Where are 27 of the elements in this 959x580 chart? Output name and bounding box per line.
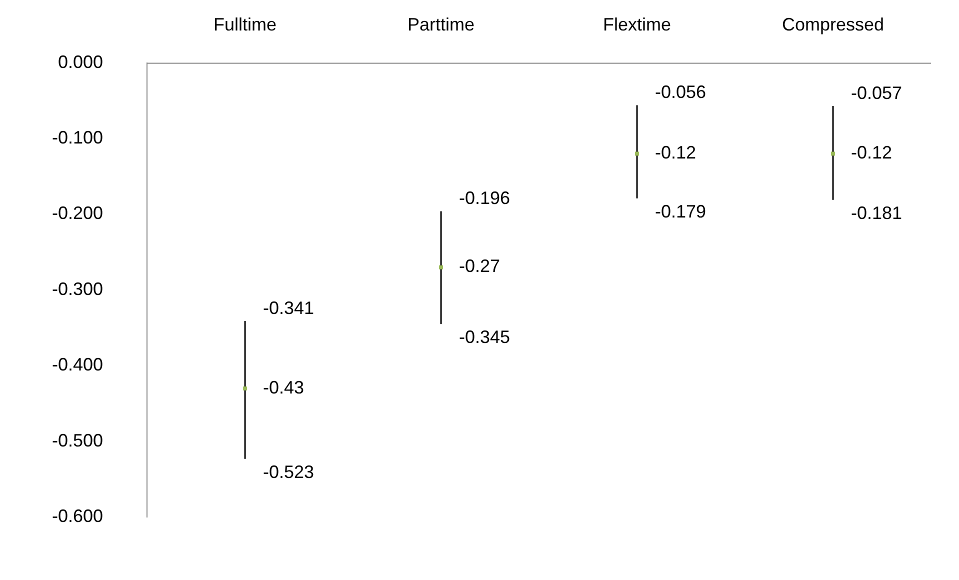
- y-tick-label: -0.500: [52, 430, 104, 450]
- annotation: -0.196: [459, 188, 510, 208]
- y-tick-label: 0.000: [58, 52, 104, 72]
- data-label: -0.27: [459, 256, 500, 276]
- data-label: -0.12: [851, 142, 892, 163]
- point: [243, 386, 247, 390]
- x-tick-label: Flextime: [603, 14, 672, 35]
- annotation: -0.179: [655, 201, 706, 222]
- y-tick-label: -0.300: [52, 278, 104, 299]
- annotation: -0.056: [655, 82, 706, 102]
- data-label: -0.12: [655, 142, 696, 163]
- x-tick-label: Fulltime: [214, 14, 277, 35]
- annotation: -0.341: [263, 298, 314, 318]
- point: [439, 265, 443, 270]
- annotation: -0.345: [459, 327, 510, 348]
- point: [635, 152, 639, 156]
- y-tick-label: -0.200: [52, 203, 104, 224]
- x-tick-label: Compressed: [782, 14, 884, 35]
- point: [831, 152, 835, 156]
- x-tick-label: Parttime: [408, 14, 475, 35]
- annotation: -0.057: [851, 82, 902, 103]
- y-tick-label: -0.400: [52, 354, 104, 375]
- annotation: -0.523: [263, 462, 314, 482]
- data-label: -0.43: [263, 377, 304, 398]
- y-tick-label: -0.600: [52, 506, 104, 526]
- annotation: -0.181: [851, 202, 902, 223]
- y-tick-label: -0.100: [52, 128, 104, 148]
